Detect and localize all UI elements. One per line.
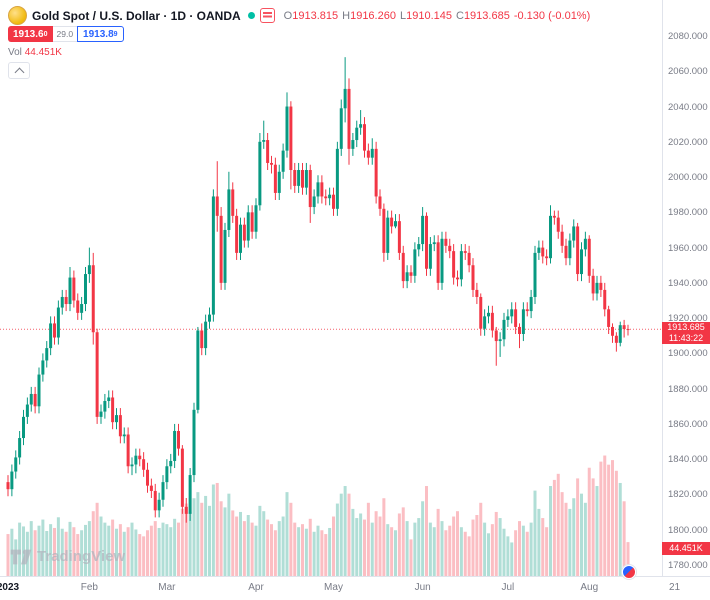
last-price-badge: 1913.685 11:43:22 — [662, 322, 710, 345]
price-axis[interactable]: 2080.000 2060.000 2040.000 2020.000 2000.000… — [662, 0, 710, 576]
high-label: H — [342, 9, 351, 22]
price-tick-label: 1860.000 — [668, 418, 708, 430]
tradingview-watermark-text: TradingView — [37, 548, 126, 565]
market-status-icon — [247, 12, 255, 19]
sell-button[interactable]: 1913.6 0 — [8, 26, 53, 42]
buy-button[interactable]: 1913.8 9 — [77, 26, 124, 42]
low-value: 1910.145 — [406, 9, 452, 22]
time-tick-label: Aug — [580, 582, 599, 593]
price-tick-label: 1960.000 — [668, 242, 708, 254]
high-value: 1916.260 — [350, 9, 396, 22]
price-tick-label: 2040.000 — [668, 101, 708, 113]
price-tick-label: 1920.000 — [668, 313, 708, 325]
price-tick-label: 1880.000 — [668, 383, 708, 395]
price-tick-label: 1840.000 — [668, 454, 708, 466]
price-tick-label: 2020.000 — [668, 136, 708, 148]
open-label: O — [283, 9, 293, 22]
price-tick-label: 1800.000 — [668, 524, 708, 536]
price-tick-label: 1980.000 — [668, 207, 708, 219]
volume-axis-badge: 44.451K — [662, 542, 710, 555]
change-value: -0.130 (-0.01%) — [513, 9, 591, 22]
gold-instrument-icon — [8, 6, 27, 25]
price-tick-label: 2060.000 — [668, 66, 708, 78]
open-value: 1913.815 — [292, 9, 339, 22]
price-tick-label: 1900.000 — [668, 348, 708, 360]
ohlc-values: O1913.815 H1916.260 L1910.145 C1913.685 -0.1… — [284, 10, 595, 22]
close-value: 1913.685 — [463, 9, 510, 22]
volume-value: 44.451K — [24, 47, 62, 58]
tradingview-watermark[interactable]: TradingView — [10, 548, 125, 565]
collapse-legend-button[interactable] — [8, 62, 30, 79]
time-tick-label: 2023 — [0, 582, 20, 593]
spread-value: 29.0 — [52, 26, 78, 42]
time-tick-label: Apr — [248, 582, 264, 593]
time-tick-label: Jul — [501, 582, 515, 593]
volume-legend: Vol 44.451K — [8, 47, 62, 58]
last-price-value: 1913.685 — [667, 322, 705, 333]
economic-event-icon[interactable] — [622, 565, 636, 579]
time-tick-label: 21 — [668, 582, 681, 593]
time-tick-label: Feb — [80, 582, 98, 593]
price-tick-label: 1780.000 — [668, 560, 708, 571]
time-tick-label: Jun — [414, 582, 431, 593]
bar-countdown: 11:43:22 — [668, 333, 704, 344]
trade-panel: 1913.6 0 29.0 1913.8 9 — [8, 26, 124, 42]
price-tick-label: 2080.000 — [668, 31, 708, 42]
price-tick-label: 1940.000 — [668, 277, 708, 289]
time-tick-label: May — [324, 582, 343, 593]
tradingview-logo-icon — [10, 549, 32, 564]
price-tick-label: 1820.000 — [668, 489, 708, 501]
news-list-icon[interactable] — [259, 8, 275, 23]
volume-label: Vol — [8, 47, 22, 58]
time-axis[interactable]: 2023 Feb Mar Apr May Jun Jul Aug 21 — [0, 576, 710, 600]
symbol-title[interactable]: Gold Spot / U.S. Dollar · 1D · OANDA — [32, 8, 241, 23]
chevron-up-icon — [14, 67, 24, 77]
close-label: C — [455, 9, 464, 22]
low-label: L — [399, 9, 407, 22]
symbol-legend[interactable]: Gold Spot / U.S. Dollar · 1D · OANDA O19… — [8, 6, 594, 25]
time-tick-label: Mar — [158, 582, 176, 593]
price-tick-label: 2000.000 — [668, 172, 708, 184]
candlestick-plot[interactable] — [0, 0, 662, 576]
